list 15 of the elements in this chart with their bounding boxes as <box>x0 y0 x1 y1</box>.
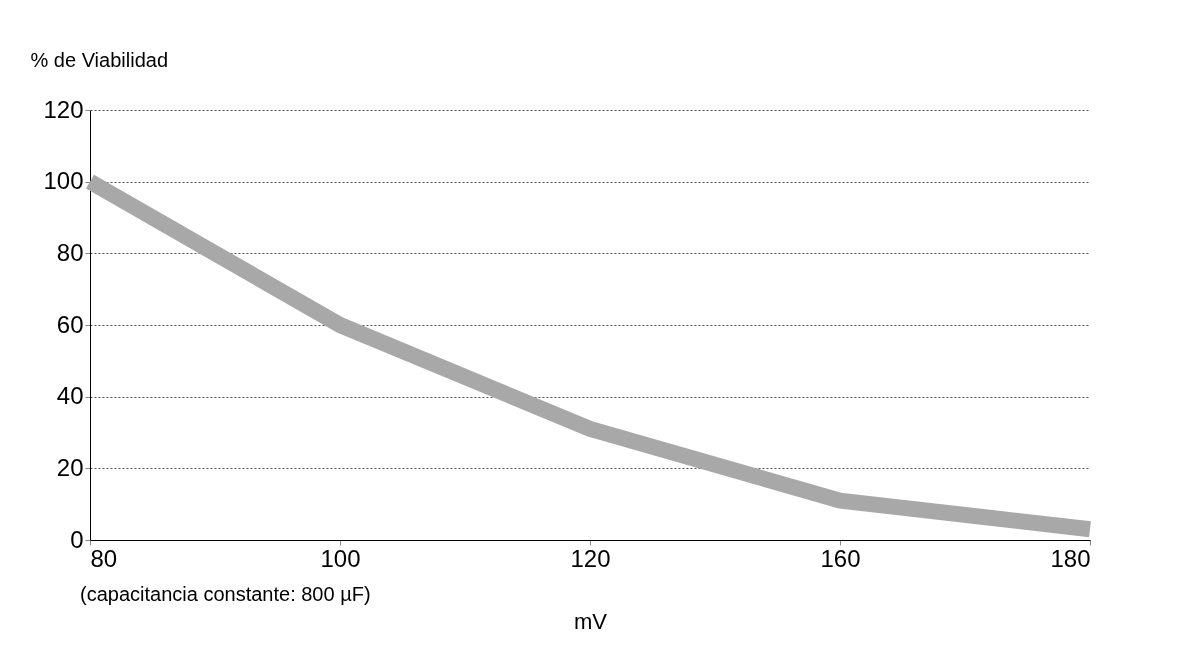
y-tick-label: 100 <box>43 167 84 195</box>
y-axis-title: % de Viabilidad <box>30 48 169 71</box>
x-tick-label: 180 <box>1050 544 1091 572</box>
x-tick-label: 100 <box>320 544 361 572</box>
y-tick-label: 80 <box>56 238 84 266</box>
text: (capacitancia constante: 800 µF) <box>80 583 371 605</box>
x-tick-label: 120 <box>570 544 611 572</box>
y-tick-label: 120 <box>43 95 84 123</box>
x-axis-title: mV <box>574 608 608 634</box>
y-tick-label: 40 <box>56 382 84 410</box>
x-tick-label: 160 <box>820 544 861 572</box>
y-tick-label: 20 <box>56 453 84 481</box>
x-tick-label: 80 <box>90 544 118 572</box>
y-tick-label: 60 <box>56 310 84 338</box>
y-tick-label: 0 <box>70 525 84 553</box>
